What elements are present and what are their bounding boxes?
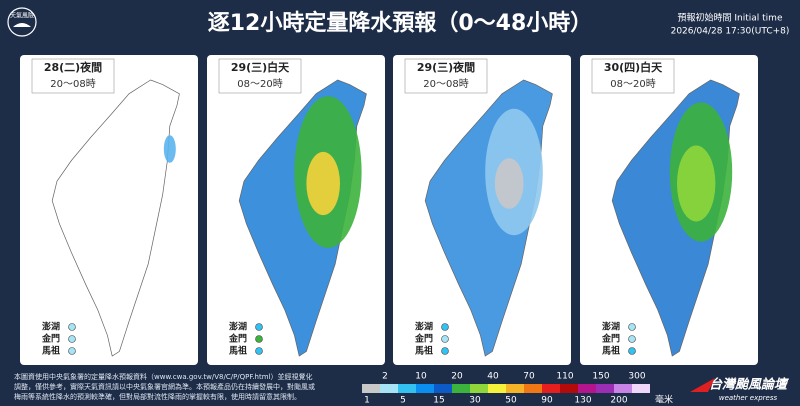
panels: 28(二)夜間20～08時澎湖金門馬祖29(三)白天08～20時澎湖金門馬祖29… xyxy=(20,55,758,365)
brand: 台灣颱風論壇 xyxy=(709,377,790,393)
scale-label: 300 xyxy=(628,372,645,382)
scale-label: 30 xyxy=(469,396,481,406)
footer: 本圖資使用中央氣象署的定量降水預報資料（www.cwa.gov.tw/V8/C/… xyxy=(14,372,673,406)
map xyxy=(238,79,367,357)
island-name: 金門 xyxy=(228,333,247,345)
island-dot xyxy=(441,335,449,343)
scale-swatch xyxy=(524,384,542,393)
panel-time: 20～08時 xyxy=(423,78,468,90)
island-dot xyxy=(441,323,449,331)
scale-swatch xyxy=(488,384,506,393)
scale-label: 70 xyxy=(523,372,535,382)
title: 逐12小時定量降水預報（0～48小時） xyxy=(208,10,593,36)
island-dot xyxy=(255,335,263,343)
init-time: 2026/04/28 17:30(UTC+8) xyxy=(671,27,790,37)
scale-label: 110 xyxy=(556,372,573,382)
note-line: 調整，僅供參考，實際天氣資訊請以中央氣象署官網為準。本預報產品仍在持續發展中，對… xyxy=(14,382,315,391)
island-name: 澎湖 xyxy=(602,321,620,333)
brand-mark xyxy=(690,378,715,392)
rain-area xyxy=(494,158,524,209)
island-name: 馬祖 xyxy=(228,345,247,357)
island-name: 馬祖 xyxy=(414,345,433,357)
scale-label: 130 xyxy=(574,396,591,406)
panel-time: 08～20時 xyxy=(237,78,282,90)
logo-text: 天氣風險 xyxy=(10,12,34,20)
map xyxy=(611,79,741,357)
scale-label: 90 xyxy=(541,396,553,406)
panel-label: 29(三)白天 xyxy=(231,60,290,74)
scale-swatch xyxy=(434,384,452,393)
init-label: 預報初始時間 Initial time xyxy=(678,12,783,24)
island-name: 馬祖 xyxy=(41,345,60,357)
scale-label: 10 xyxy=(415,372,427,382)
rain-area xyxy=(163,135,176,163)
logo-umbrella xyxy=(13,23,31,27)
scale-swatch xyxy=(416,384,434,393)
scale-swatch xyxy=(560,384,578,393)
island-name: 澎湖 xyxy=(42,321,60,333)
scale-swatch xyxy=(632,384,650,393)
island-dot xyxy=(255,347,263,355)
brand-sub: weather express xyxy=(719,394,778,402)
island-name: 澎湖 xyxy=(415,321,433,333)
island-dot xyxy=(68,335,76,343)
map xyxy=(424,79,554,357)
island-dot xyxy=(441,347,449,355)
island-name: 澎湖 xyxy=(229,321,247,333)
panel-label: 29(三)夜間 xyxy=(417,60,475,74)
scale-swatch xyxy=(578,384,596,393)
island-dot xyxy=(68,323,76,331)
island-dot xyxy=(628,335,636,343)
island-name: 金門 xyxy=(414,333,433,345)
panel-label-box xyxy=(404,58,488,94)
rain-area xyxy=(677,145,716,222)
island-dot xyxy=(255,323,263,331)
scale-label: 50 xyxy=(505,396,517,406)
panel-label: 28(二)夜間 xyxy=(44,60,102,74)
scale-unit: 毫米 xyxy=(655,394,673,406)
panel-label: 30(四)白天 xyxy=(604,60,663,74)
note-line: 梅雨等系統性降水的預測較準確，但對局部對流性降雨的掌握較有限，使用時請留意其限制… xyxy=(14,392,301,401)
scale-swatch xyxy=(614,384,632,393)
scale-swatch xyxy=(362,384,380,393)
island-name: 金門 xyxy=(601,333,620,345)
island-dot xyxy=(68,347,76,355)
scale-swatch xyxy=(506,384,524,393)
scale-swatch xyxy=(470,384,488,393)
island-name: 馬祖 xyxy=(601,345,620,357)
scale-label: 200 xyxy=(610,396,627,406)
note-line: 本圖資使用中央氣象署的定量降水預報資料（www.cwa.gov.tw/V8/C/… xyxy=(14,372,312,381)
island-dot xyxy=(628,347,636,355)
scale-label: 2 xyxy=(382,372,388,382)
logo-ring xyxy=(7,7,37,37)
scale-swatch xyxy=(380,384,398,393)
scale-swatch xyxy=(452,384,470,393)
scale-label: 1 xyxy=(364,396,370,406)
island-name: 金門 xyxy=(41,333,60,345)
map xyxy=(51,79,181,357)
scale-label: 20 xyxy=(451,372,463,382)
scale-label: 150 xyxy=(592,372,609,382)
scale-swatch xyxy=(596,384,614,393)
panel-label-box xyxy=(31,58,115,94)
scale-label: 15 xyxy=(433,396,444,406)
island-dot xyxy=(628,323,636,331)
panel-time: 08～20時 xyxy=(610,78,655,90)
rain-area xyxy=(306,151,340,216)
panel-label-box xyxy=(218,58,302,94)
scale-label: 5 xyxy=(400,396,406,406)
scale-swatch xyxy=(398,384,416,393)
panel-label-box xyxy=(591,58,675,94)
scale-label: 40 xyxy=(487,372,499,382)
panel-time: 20～08時 xyxy=(50,78,95,90)
scale-swatch xyxy=(542,384,560,393)
